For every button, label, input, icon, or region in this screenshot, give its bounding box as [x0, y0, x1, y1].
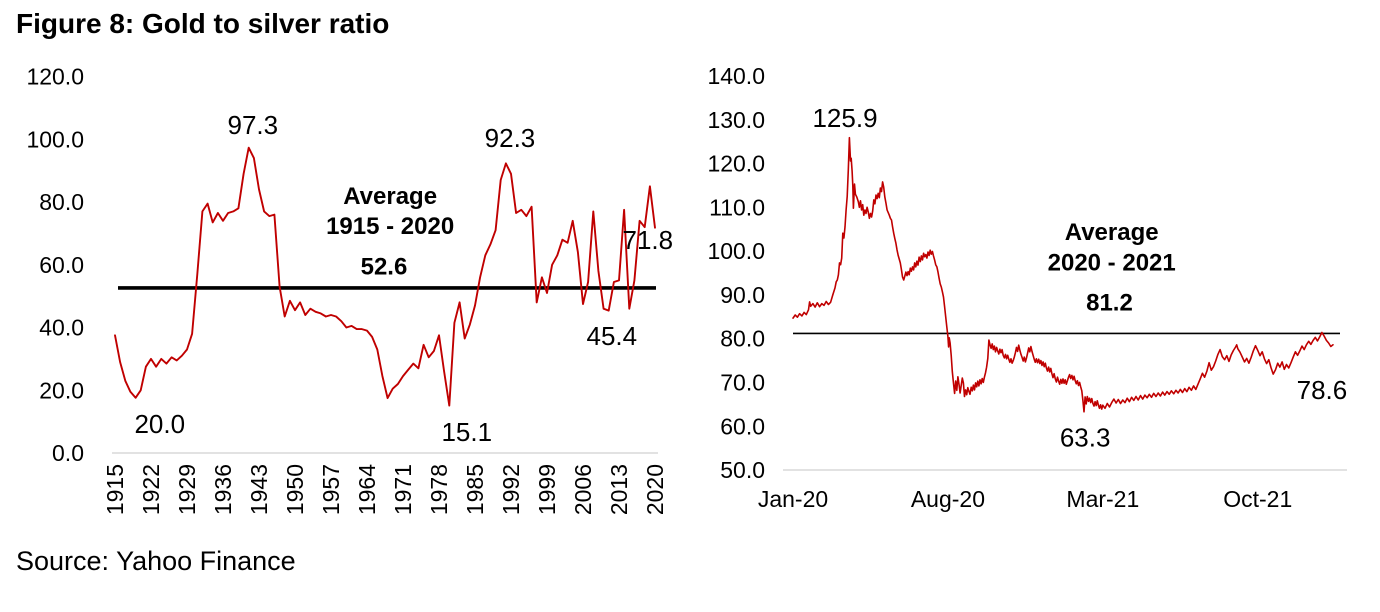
x-tick-label: Jan-20 — [758, 486, 828, 512]
average-label: Average — [343, 183, 437, 210]
value-annotation: 97.3 — [228, 110, 279, 140]
x-tick-label: 1915 — [102, 464, 128, 515]
figure-title: Figure 8: Gold to silver ratio — [16, 8, 390, 39]
x-tick-label: Mar-21 — [1066, 486, 1139, 512]
y-tick-label: 0.0 — [52, 440, 84, 466]
x-tick-label: 1964 — [354, 464, 380, 515]
y-tick-label: 20.0 — [39, 377, 84, 403]
y-tick-label: 110.0 — [709, 194, 765, 220]
x-tick-label: 1936 — [210, 464, 236, 515]
y-tick-label: 40.0 — [39, 315, 84, 341]
value-annotation: 92.3 — [485, 123, 536, 153]
value-annotation: 20.0 — [134, 409, 185, 439]
y-tick-label: 130.0 — [707, 107, 765, 133]
x-tick-label: Oct-21 — [1223, 486, 1292, 512]
y-tick-label: 140.0 — [707, 63, 765, 89]
y-tick-label: 100.0 — [26, 126, 84, 152]
y-tick-label: 80.0 — [720, 326, 765, 352]
average-label: 52.6 — [361, 253, 408, 280]
value-annotation: 125.9 — [812, 103, 877, 133]
average-label: Average — [1065, 219, 1159, 246]
left-chart-annual: 0.0 20.0 40.0 60.0 80.0 100.0 120.0 1915 1922 192… — [26, 64, 673, 516]
y-tick-label: 60.0 — [720, 413, 765, 439]
x-tick-label: 1978 — [426, 464, 452, 515]
y-tick-label: 60.0 — [39, 252, 84, 278]
x-tick-label: 1992 — [498, 464, 524, 515]
value-annotation: 45.4 — [586, 321, 637, 351]
x-tick-label: 2006 — [570, 464, 596, 515]
right-chart-daily: 50.0 60.0 70.0 80.0 90.0 100.0 110.0 120.0 130.0… — [707, 63, 1348, 512]
y-tick-label: 70.0 — [720, 369, 765, 395]
y-tick-label: 80.0 — [39, 189, 84, 215]
average-label: 2020 - 2021 — [1048, 249, 1176, 276]
x-tick-label: 1957 — [318, 464, 344, 515]
x-tick-label: 2013 — [606, 464, 632, 515]
x-tick-label: 1922 — [138, 464, 164, 515]
value-annotation: 71.8 — [622, 225, 673, 255]
y-tick-label: 100.0 — [707, 238, 765, 264]
source-text: Source: Yahoo Finance — [16, 546, 296, 576]
x-tick-label: 1985 — [462, 464, 488, 515]
value-annotation: 78.6 — [1297, 375, 1348, 405]
x-tick-label: 1929 — [174, 464, 200, 515]
series-line — [114, 146, 656, 407]
x-tick-label: 1950 — [282, 464, 308, 515]
average-label: 1915 - 2020 — [326, 213, 454, 240]
x-tick-label: 1999 — [534, 464, 560, 515]
value-annotation: 63.3 — [1060, 422, 1111, 452]
y-tick-label: 120.0 — [707, 151, 765, 177]
x-tick-label: 1971 — [390, 464, 416, 515]
average-label: 81.2 — [1086, 289, 1133, 316]
y-tick-label: 120.0 — [26, 64, 84, 90]
x-tick-label: 1943 — [246, 464, 272, 515]
x-tick-label: Aug-20 — [911, 486, 985, 512]
series-line — [792, 136, 1334, 413]
y-tick-label: 90.0 — [720, 282, 765, 308]
value-annotation: 15.1 — [441, 417, 492, 447]
x-tick-label: 2020 — [642, 464, 668, 515]
y-tick-label: 50.0 — [720, 457, 765, 483]
